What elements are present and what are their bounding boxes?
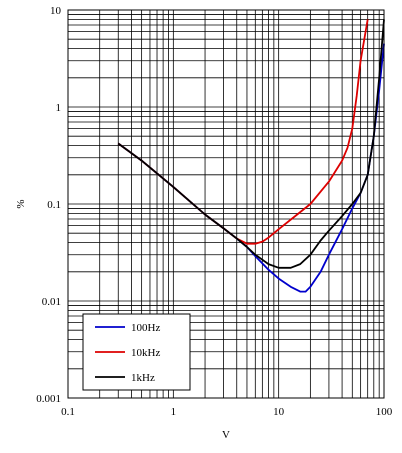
y-tick-label: 10 [50,5,62,17]
y-tick-label: 0.001 [36,393,61,405]
tick-labels: 0.1 1 10 100 0.001 0.01 0.1 1 10 [36,5,393,418]
x-tick-label: 1 [171,406,177,418]
y-tick-label: 0.01 [42,296,61,308]
plot-frame [67,9,385,399]
y-tick-label: 1 [56,102,62,114]
grid [67,10,384,399]
series-layer [117,19,385,293]
legend-label: 100Hz [131,322,160,334]
x-tick-label: 100 [376,406,393,418]
y-axis-label: % [15,199,27,208]
series-line-10khz [117,19,369,245]
legend-label: 1kHz [131,372,155,384]
y-tick-label: 0.1 [47,199,61,211]
legend-label: 10kHz [131,347,160,359]
series-line-1khz [117,19,385,269]
x-tick-label: 0.1 [61,406,75,418]
legend: 100Hz 10kHz 1kHz [82,313,191,391]
x-tick-label: 10 [273,406,285,418]
x-axis-label: V [222,429,230,441]
